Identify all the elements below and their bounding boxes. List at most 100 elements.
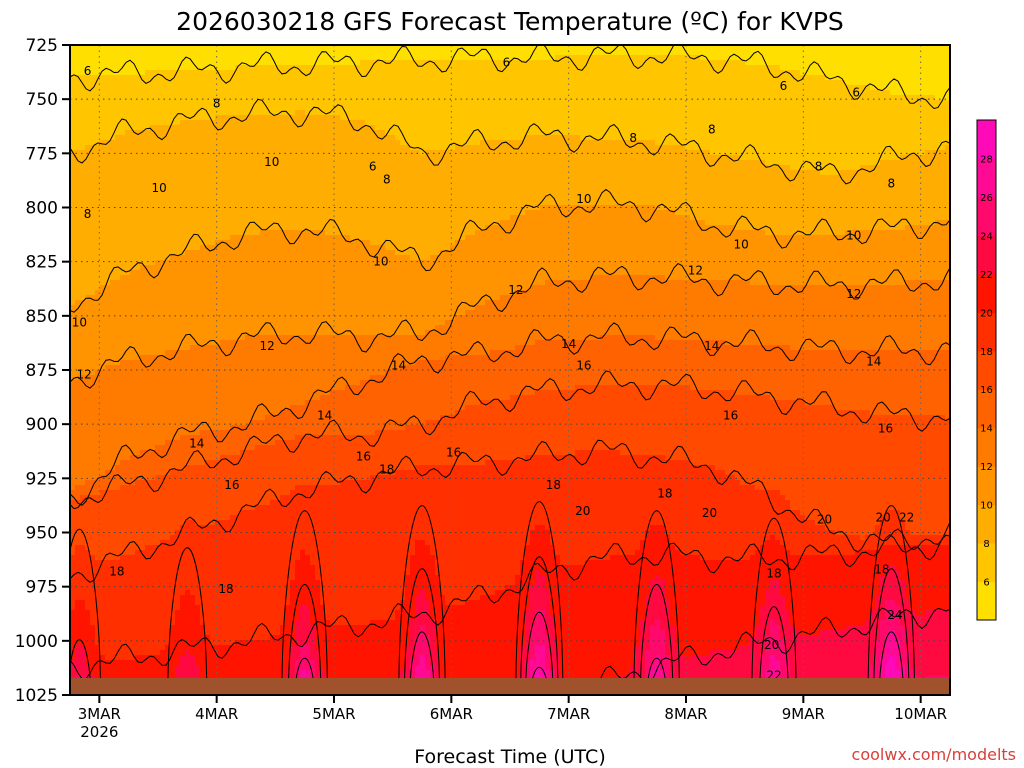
temperature-cell: [80, 70, 86, 76]
temperature-cell: [150, 260, 156, 266]
temperature-cell: [205, 295, 211, 301]
temperature-cell: [155, 425, 161, 431]
temperature-cell: [100, 375, 106, 381]
temperature-cell: [240, 660, 246, 666]
temperature-cell: [105, 235, 111, 241]
temperature-cell: [245, 615, 251, 621]
temperature-cell: [140, 375, 146, 381]
temperature-cell: [190, 325, 196, 331]
temperature-cell: [190, 620, 196, 626]
temperature-cell: [210, 420, 216, 426]
temperature-cell: [135, 585, 141, 591]
temperature-cell: [125, 650, 131, 656]
temperature-cell: [110, 225, 116, 231]
temperature-cell: [185, 120, 191, 126]
temperature-cell: [95, 85, 101, 91]
temperature-cell: [215, 475, 221, 481]
temperature-cell: [240, 90, 246, 96]
temperature-cell: [70, 310, 76, 316]
temperature-cell: [240, 625, 246, 631]
temperature-cell: [105, 545, 111, 551]
temperature-cell: [100, 535, 106, 541]
temperature-cell: [75, 350, 81, 356]
temperature-cell: [245, 330, 251, 336]
temperature-cell: [200, 50, 206, 56]
temperature-cell: [195, 640, 201, 646]
temperature-cell: [200, 635, 206, 641]
temperature-cell: [240, 500, 246, 506]
temperature-cell: [160, 95, 166, 101]
temperature-cell: [145, 130, 151, 136]
temperature-cell: [200, 565, 206, 571]
temperature-cell: [90, 400, 96, 406]
temperature-cell: [245, 645, 251, 651]
temperature-cell: [185, 570, 191, 576]
temperature-cell: [225, 660, 231, 666]
temperature-cell: [85, 45, 91, 51]
temperature-cell: [195, 515, 201, 521]
temperature-cell: [205, 415, 211, 421]
temperature-cell: [230, 305, 236, 311]
temperature-cell: [135, 255, 141, 261]
temperature-cell: [195, 125, 201, 131]
temperature-cell: [90, 540, 96, 546]
temperature-cell: [110, 205, 116, 211]
temperature-cell: [115, 220, 121, 226]
temperature-cell: [90, 440, 96, 446]
temperature-cell: [95, 520, 101, 526]
temperature-cell: [125, 185, 131, 191]
temperature-cell: [110, 55, 116, 61]
temperature-cell: [100, 305, 106, 311]
temperature-cell: [75, 115, 81, 121]
temperature-cell: [165, 630, 171, 636]
temperature-cell: [160, 375, 166, 381]
temperature-cell: [190, 595, 196, 601]
temperature-cell: [260, 300, 266, 306]
temperature-cell: [185, 620, 191, 626]
temperature-cell: [120, 510, 126, 516]
temperature-cell: [165, 480, 171, 486]
temperature-cell: [220, 185, 226, 191]
temperature-cell: [200, 315, 206, 321]
temperature-cell: [130, 435, 136, 441]
temperature-cell: [70, 165, 76, 171]
temperature-cell: [230, 110, 236, 116]
temperature-cell: [105, 95, 111, 101]
temperature-cell: [140, 470, 146, 476]
temperature-cell: [185, 130, 191, 136]
temperature-cell: [230, 495, 236, 501]
temperature-cell: [255, 440, 261, 446]
temperature-cell: [250, 255, 256, 261]
temperature-cell: [180, 240, 186, 246]
temperature-cell: [75, 495, 81, 501]
temperature-cell: [235, 600, 241, 606]
temperature-cell: [115, 625, 121, 631]
temperature-cell: [175, 460, 181, 466]
temperature-cell: [115, 100, 121, 106]
temperature-cell: [120, 675, 126, 681]
temperature-cell: [100, 395, 106, 401]
temperature-cell: [95, 310, 101, 316]
temperature-cell: [205, 155, 211, 161]
temperature-cell: [170, 230, 176, 236]
temperature-cell: [230, 335, 236, 341]
temperature-cell: [105, 315, 111, 321]
temperature-cell: [255, 140, 261, 146]
temperature-cell: [175, 185, 181, 191]
temperature-cell: [175, 385, 181, 391]
temperature-cell: [150, 155, 156, 161]
temperature-cell: [145, 225, 151, 231]
temperature-cell: [90, 340, 96, 346]
temperature-cell: [210, 440, 216, 446]
temperature-cell: [250, 65, 256, 71]
temperature-cell: [250, 665, 256, 671]
temperature-cell: [215, 85, 221, 91]
temperature-cell: [90, 150, 96, 156]
temperature-cell: [120, 50, 126, 56]
temperature-cell: [195, 620, 201, 626]
temperature-cell: [235, 360, 241, 366]
temperature-cell: [240, 615, 246, 621]
temperature-cell: [230, 65, 236, 71]
temperature-cell: [255, 435, 261, 441]
temperature-cell: [95, 415, 101, 421]
